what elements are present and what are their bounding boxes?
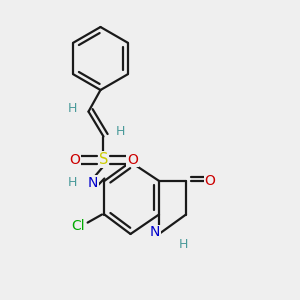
Text: O: O [127,153,138,166]
Text: H: H [115,125,125,139]
Text: Cl: Cl [71,219,85,232]
Text: H: H [68,102,78,115]
Text: S: S [99,152,108,167]
Text: O: O [69,153,80,166]
Text: O: O [205,174,215,188]
Text: H: H [67,176,77,190]
Text: N: N [88,176,98,190]
Text: N: N [149,226,160,239]
Text: H: H [178,238,188,251]
